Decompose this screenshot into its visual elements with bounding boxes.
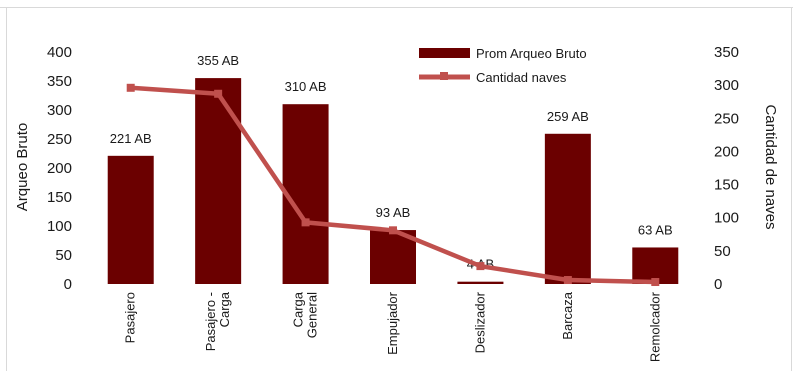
frame-right-border xyxy=(791,7,792,371)
x-tick-label: Barcaza xyxy=(560,291,575,339)
legend-bar-label: Prom Arqueo Bruto xyxy=(476,46,587,61)
line-point xyxy=(563,276,572,285)
line-series xyxy=(126,83,660,287)
y-axis-label: Arqueo Bruto xyxy=(14,123,31,211)
x-tick-label: CargaGeneral xyxy=(291,291,320,338)
y-tick-label: 400 xyxy=(47,44,72,61)
bar-data-label: 259 AB xyxy=(547,109,589,124)
line-point xyxy=(126,83,135,92)
bar-series xyxy=(107,78,679,284)
legend: Prom Arqueo Bruto Cantidad naves xyxy=(419,46,587,85)
y-tick-label: 200 xyxy=(47,160,72,177)
x-axis-labels: Pasajero Pasajero -Carga CargaGeneral Empuj… xyxy=(123,291,663,362)
bar-data-label: 63 AB xyxy=(638,222,673,237)
y2-tick-label: 0 xyxy=(714,276,722,293)
line-point xyxy=(651,278,660,287)
y-tick-label: 50 xyxy=(55,247,72,264)
bar-data-label: 355 AB xyxy=(197,53,239,68)
bar-data-label: 93 AB xyxy=(376,205,411,220)
right-axis-ticks: 350 300 250 200 150 100 50 0 xyxy=(714,44,739,293)
x-tick-label: Remolcador xyxy=(647,291,662,362)
bar xyxy=(457,281,504,284)
bar xyxy=(632,247,679,284)
y-tick-label: 350 xyxy=(47,73,72,90)
y2-tick-label: 50 xyxy=(714,243,731,260)
y-tick-label: 100 xyxy=(47,218,72,235)
line-point xyxy=(214,89,223,98)
bar-data-label: 310 AB xyxy=(285,79,327,94)
x-tick-label: Pasajero -Carga xyxy=(203,291,232,351)
y-tick-label: 0 xyxy=(64,276,72,293)
x-tick-label: Pasajero xyxy=(123,292,138,343)
y2-tick-label: 250 xyxy=(714,110,739,127)
x-tick-label: Empujador xyxy=(385,291,400,355)
bar xyxy=(544,133,591,284)
bar xyxy=(195,78,242,284)
bar xyxy=(370,230,416,284)
bar xyxy=(282,104,329,284)
y2-tick-label: 200 xyxy=(714,143,739,160)
y2-tick-label: 300 xyxy=(714,77,739,94)
bar xyxy=(107,155,154,284)
line-point xyxy=(301,218,310,227)
legend-line-marker xyxy=(440,72,448,80)
y2-tick-label: 350 xyxy=(714,44,739,61)
left-axis-ticks: 400 350 300 250 200 150 100 50 0 xyxy=(47,44,72,293)
y2-tick-label: 150 xyxy=(714,177,739,194)
line-point xyxy=(389,226,397,235)
legend-line-label: Cantidad naves xyxy=(476,70,567,85)
y2-tick-label: 100 xyxy=(714,210,739,227)
y-tick-label: 150 xyxy=(47,189,72,206)
y-tick-label: 300 xyxy=(47,102,72,119)
legend-bar-swatch xyxy=(419,48,470,58)
line-point xyxy=(476,262,485,271)
bar-data-label: 221 AB xyxy=(110,131,152,146)
y-tick-label: 250 xyxy=(47,131,72,148)
frame-left-border xyxy=(6,7,7,371)
x-tick-label: Deslizador xyxy=(472,291,487,353)
y2-axis-label: Cantidad de naves xyxy=(762,104,779,229)
frame-top-border xyxy=(0,7,793,8)
